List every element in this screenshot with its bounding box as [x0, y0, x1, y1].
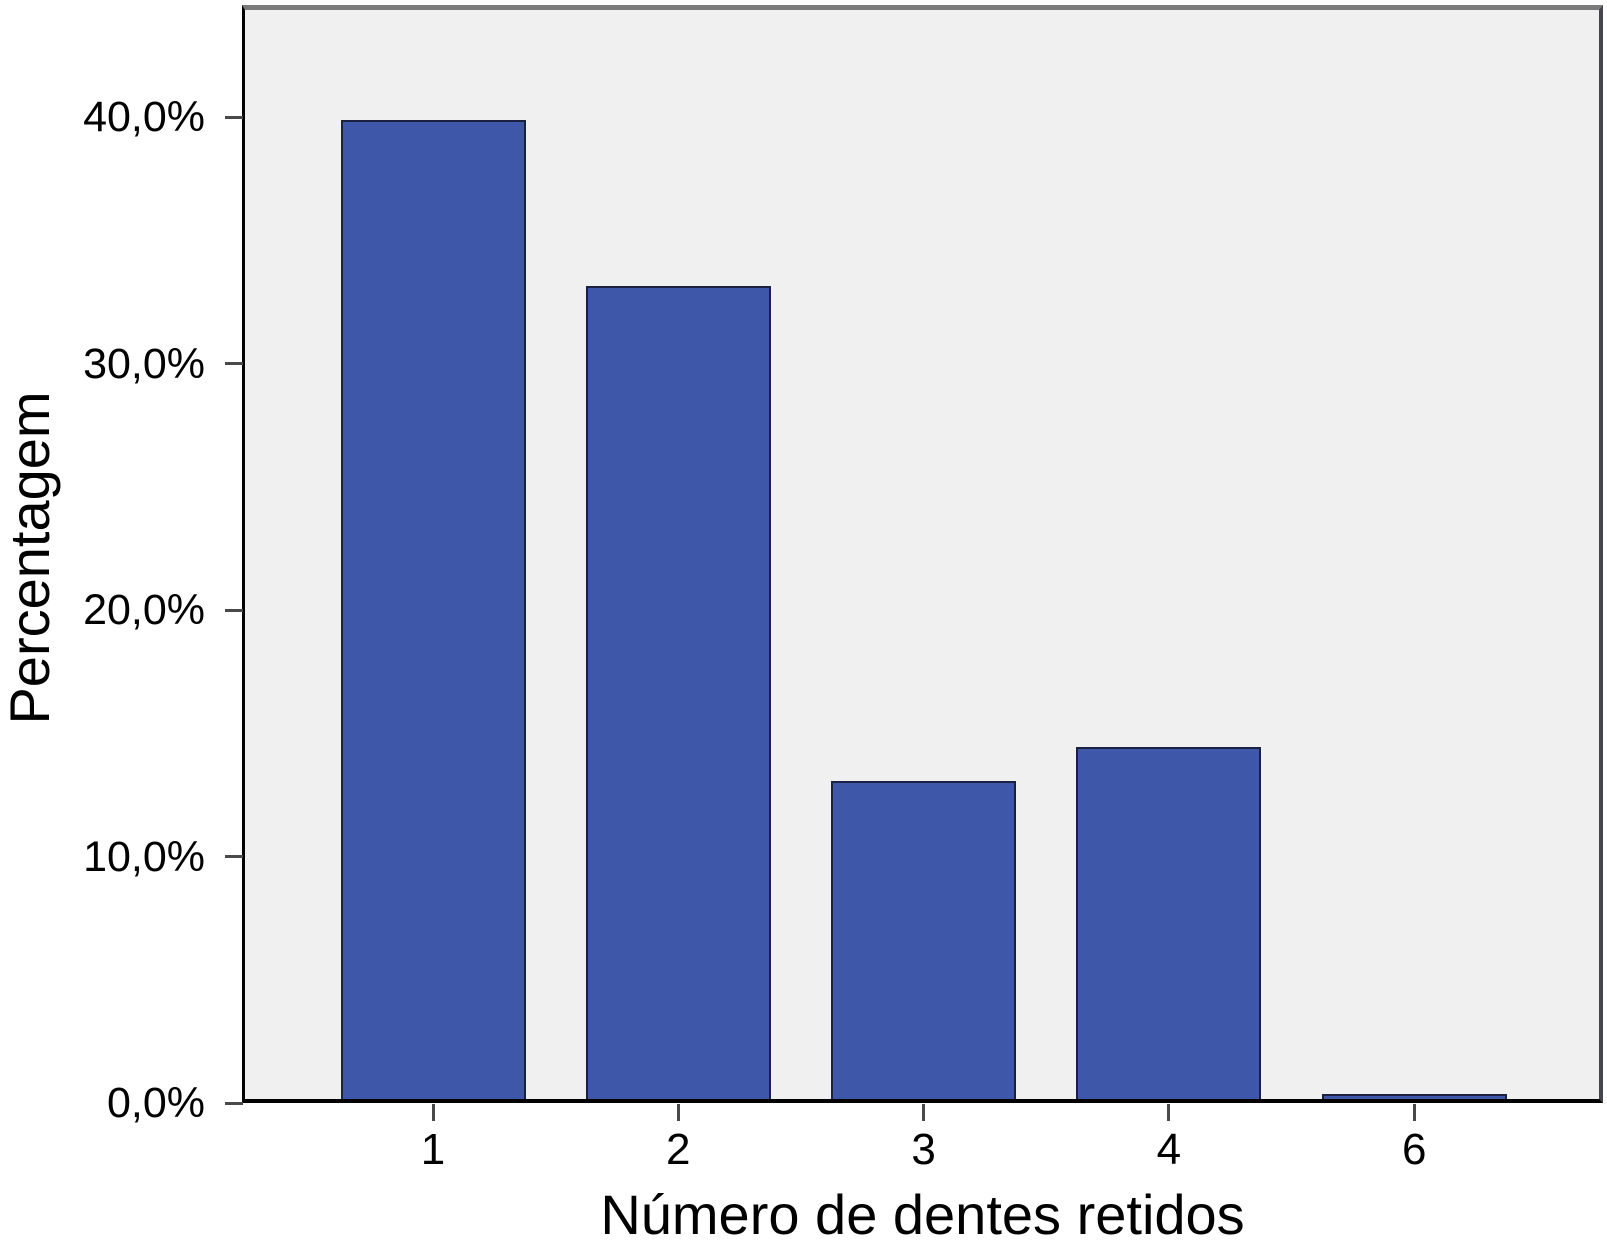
y-tick-mark: [225, 855, 243, 858]
x-tick-mark: [431, 1104, 435, 1121]
y-tick-label: 30,0%: [83, 339, 205, 388]
y-tick-label: 40,0%: [83, 93, 205, 141]
x-tick-mark: [1412, 1104, 1416, 1121]
y-tick-mark: [225, 608, 243, 612]
bar: [1076, 746, 1262, 1099]
x-tick-label: 4: [1156, 1125, 1182, 1174]
y-tick-mark: [225, 362, 243, 365]
x-tick-label: 6: [1401, 1125, 1427, 1174]
bar: [1321, 1094, 1507, 1099]
y-tick-label: 10,0%: [83, 832, 205, 881]
x-tick-mark: [1167, 1104, 1171, 1121]
y-axis-title: Percentagem: [0, 391, 61, 725]
x-axis-title: Número de dentes retidos: [600, 1183, 1245, 1246]
bar: [831, 781, 1017, 1099]
y-tick-mark: [225, 115, 243, 119]
y-tick-label: 20,0%: [83, 586, 205, 634]
x-tick-label: 1: [420, 1125, 446, 1174]
plot-area: [242, 5, 1603, 1103]
bar: [340, 120, 526, 1099]
x-tick-label: 3: [911, 1125, 936, 1174]
x-tick-mark: [922, 1104, 926, 1121]
y-tick-label: 0,0%: [106, 1079, 205, 1127]
bar: [585, 285, 771, 1099]
y-tick-mark: [225, 1101, 243, 1105]
x-tick-mark: [676, 1104, 680, 1121]
x-tick-label: 2: [666, 1125, 691, 1174]
